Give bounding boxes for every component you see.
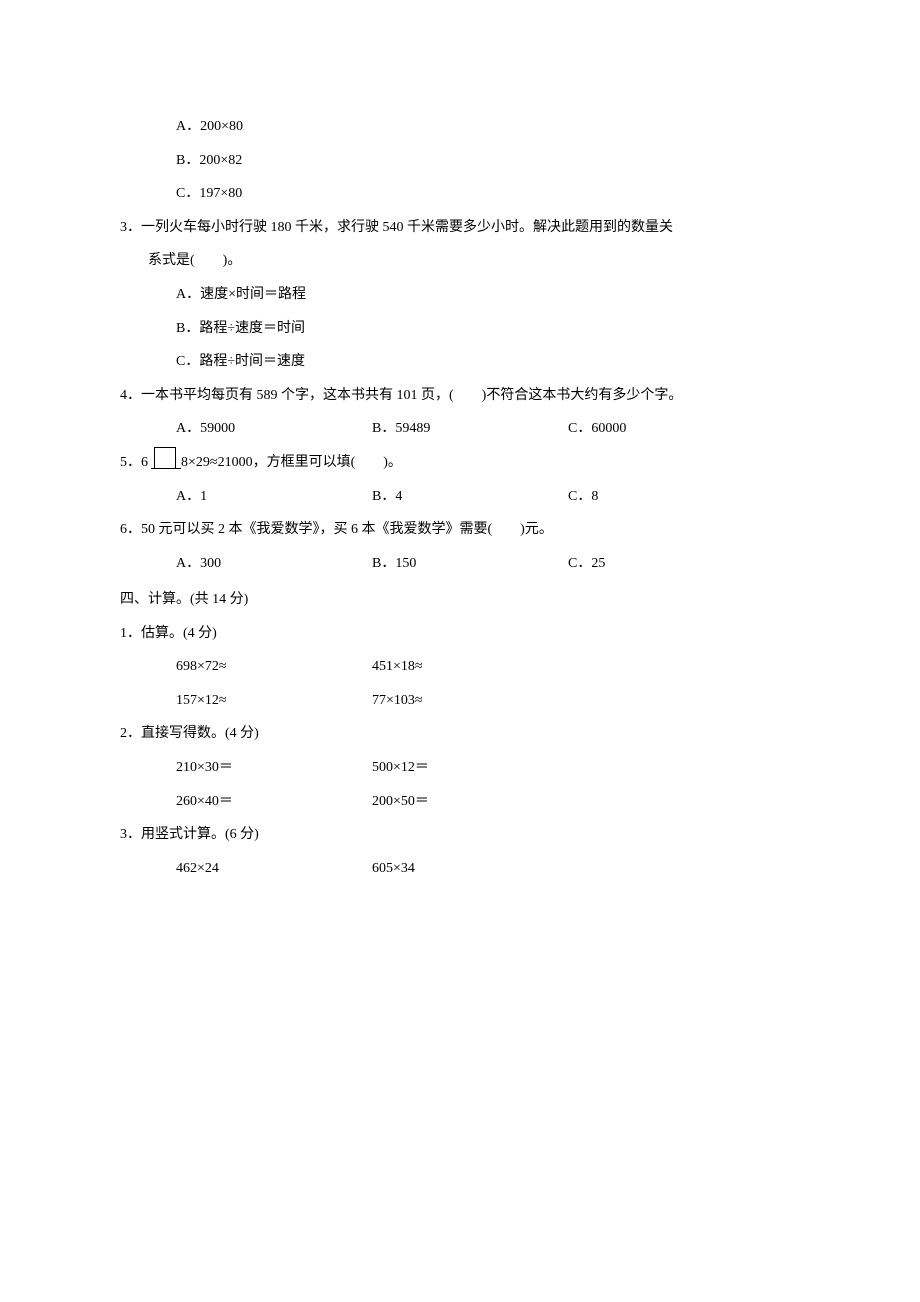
s4-p2-row1: 210×30＝ 500×12＝ [120, 751, 800, 785]
s4-p2-row2: 260×40＝ 200×50＝ [120, 785, 800, 819]
section-4-heading: 四、计算。(共 14 分) [120, 583, 800, 617]
calc-expr: 462×24 [176, 852, 372, 886]
s4-p1-heading: 1．估算。(4 分) [120, 617, 800, 651]
q4-option-c: C．60000 [568, 412, 626, 446]
q4-text: 4．一本书平均每页有 589 个字，这本书共有 101 页，( )不符合这本书大… [120, 379, 800, 413]
calc-expr: 698×72≈ [176, 650, 372, 684]
calc-expr: 200×50＝ [372, 785, 568, 819]
q2-option-b: B．200×82 [120, 144, 800, 178]
calc-expr: 210×30＝ [176, 751, 372, 785]
calc-expr: 605×34 [372, 852, 568, 886]
q6-option-c: C．25 [568, 547, 605, 581]
s4-p2-heading: 2．直接写得数。(4 分) [120, 717, 800, 751]
q5-option-a: A．1 [176, 480, 330, 514]
calc-expr: 260×40＝ [176, 785, 372, 819]
q6-options: A．300 B．150 C．25 [120, 547, 800, 581]
s4-p3-row1: 462×24 605×34 [120, 852, 800, 886]
q4-options: A．59000 B．59489 C．60000 [120, 412, 800, 446]
q5-pre: 5．6 [120, 455, 148, 470]
s4-p1-row1: 698×72≈ 451×18≈ [120, 650, 800, 684]
s4-p3-heading: 3．用竖式计算。(6 分) [120, 818, 800, 852]
q6-option-b: B．150 [372, 547, 526, 581]
calc-expr: 500×12＝ [372, 751, 568, 785]
q3-text: 3．一列火车每小时行驶 180 千米，求行驶 540 千米需要多少小时。解决此题… [120, 211, 800, 245]
q5-options: A．1 B．4 C．8 [120, 480, 800, 514]
calc-expr: 157×12≈ [176, 684, 372, 718]
q5-option-c: C．8 [568, 480, 598, 514]
q3-option-b: B．路程÷速度＝时间 [120, 312, 800, 346]
q5-post: 8×29≈21000，方框里可以填( )。 [181, 455, 402, 470]
q4-option-b: B．59489 [372, 412, 526, 446]
calc-expr: 451×18≈ [372, 650, 568, 684]
q3-text-cont: 系式是( )。 [120, 244, 800, 278]
blank-box-icon [154, 447, 176, 469]
q6-text: 6．50 元可以买 2 本《我爱数学》，买 6 本《我爱数学》需要( )元。 [120, 513, 800, 547]
q2-option-a: A．200×80 [120, 110, 800, 144]
q6-option-a: A．300 [176, 547, 330, 581]
s4-p1-row2: 157×12≈ 77×103≈ [120, 684, 800, 718]
q5-text: 5．6 8×29≈21000，方框里可以填( )。 [120, 446, 800, 480]
calc-expr: 77×103≈ [372, 684, 568, 718]
q3-option-c: C．路程÷时间＝速度 [120, 345, 800, 379]
q5-option-b: B．4 [372, 480, 526, 514]
q4-option-a: A．59000 [176, 412, 330, 446]
q2-option-c: C．197×80 [120, 177, 800, 211]
q3-option-a: A．速度×时间＝路程 [120, 278, 800, 312]
